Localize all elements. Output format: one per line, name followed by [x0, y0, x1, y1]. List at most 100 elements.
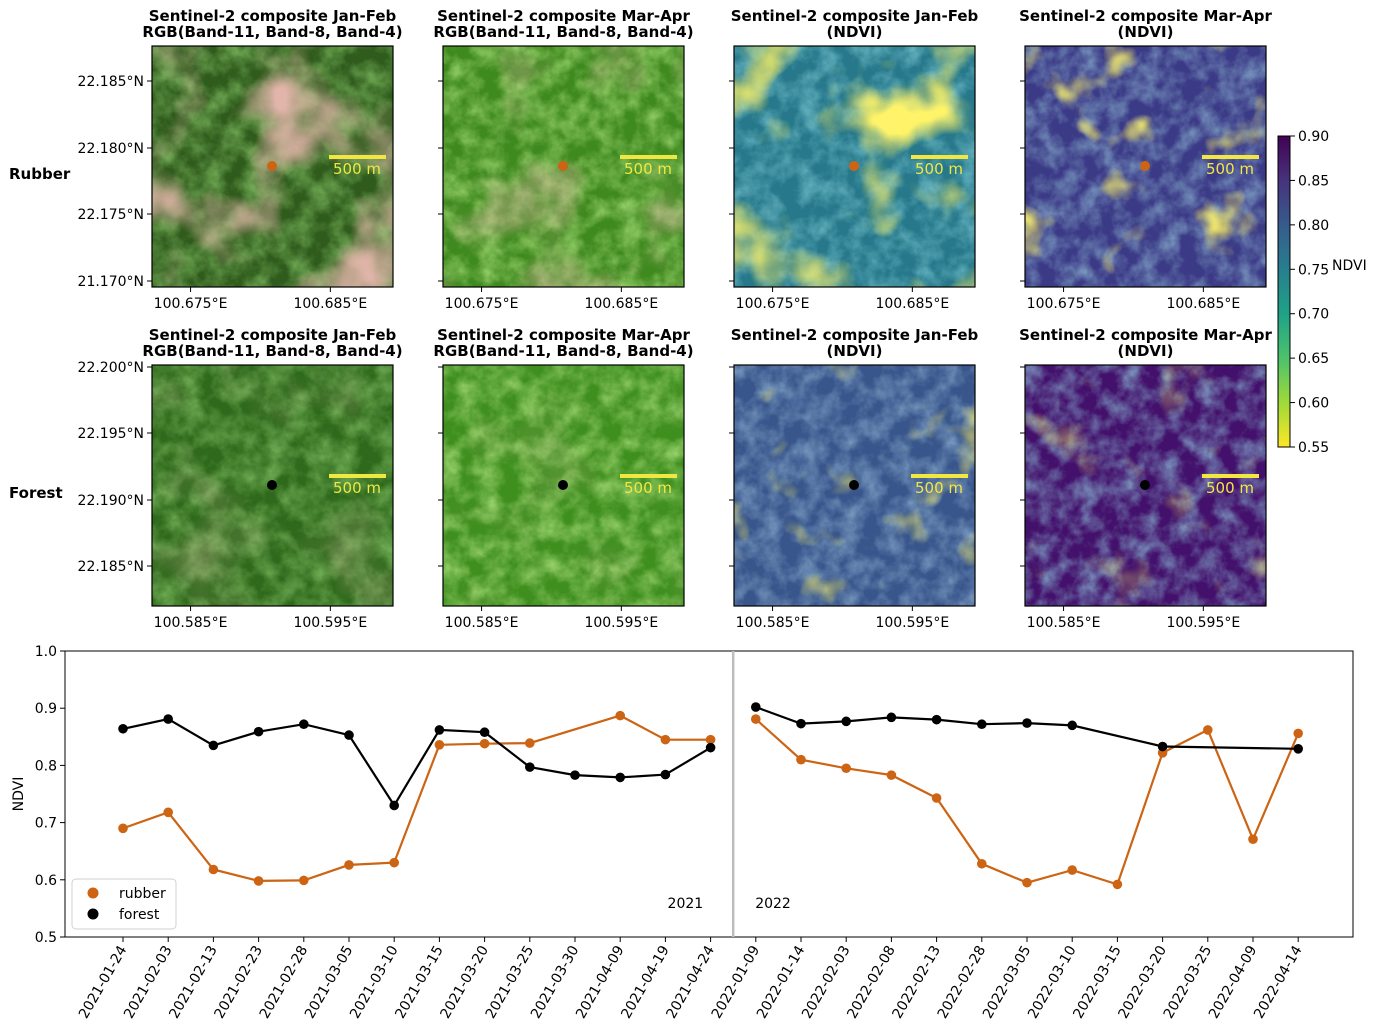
data-point-forest [931, 714, 942, 725]
data-point-rubber [931, 793, 942, 803]
data-point-rubber [118, 823, 128, 834]
location-marker [267, 161, 277, 171]
panel-title-line2: RGB(Band-11, Band-8, Band-4) [433, 23, 693, 41]
colorbar-bar [1277, 135, 1291, 448]
panel-title-line1: Sentinel-2 composite Jan-Feb [731, 7, 979, 25]
x-tick-label: 100.685°E [875, 296, 949, 312]
map-frame [151, 45, 394, 288]
map-frame [442, 45, 685, 288]
series-line-rubber [755, 718, 1300, 886]
data-point-rubber [208, 864, 219, 875]
location-marker [1140, 161, 1150, 171]
data-point-rubber [389, 857, 400, 868]
location-marker [558, 480, 568, 490]
colorbar-label: NDVI [1332, 258, 1367, 274]
scale-bar-label: 500 m [333, 479, 381, 497]
data-point-forest [1067, 720, 1077, 731]
x-tick-label: 100.585°E [445, 615, 519, 631]
y-tick-label: 0.9 [35, 701, 57, 717]
data-point-rubber [977, 858, 987, 869]
series-line-forest [122, 717, 712, 808]
legend: rubber forest [71, 878, 177, 930]
y-tick-label: 22.195°N [78, 426, 144, 442]
location-marker [1140, 480, 1150, 490]
data-point-rubber [1112, 879, 1123, 890]
data-point-rubber [434, 740, 445, 750]
x-tick-label: 100.685°E [584, 296, 658, 312]
year-label: 2021 [668, 896, 704, 912]
scale-bar-label: 500 m [915, 479, 963, 497]
data-point-forest [479, 727, 490, 738]
x-tick-label: 100.595°E [1166, 615, 1240, 631]
data-point-rubber [163, 807, 173, 818]
panel-title-line1: Sentinel-2 composite Jan-Feb [731, 326, 979, 344]
scale-bar-label: 500 m [624, 160, 672, 178]
data-point-forest [163, 714, 173, 724]
map-panel: Sentinel-2 composite Mar-AprRGB(Band-11,… [433, 7, 693, 312]
colorbar-tick-label: 0.75 [1298, 262, 1329, 278]
data-point-forest [389, 800, 400, 811]
data-point-rubber [479, 738, 490, 749]
data-point-forest [525, 762, 535, 772]
data-point-rubber [253, 876, 264, 886]
y-tick-label: 22.175°N [78, 207, 144, 223]
scale-bar-label: 500 m [1206, 160, 1254, 178]
data-point-rubber [615, 710, 625, 721]
row-label: Rubber [9, 165, 71, 183]
y-tick-label: 22.185°N [78, 74, 144, 90]
year-label: 2022 [755, 896, 791, 912]
x-tick-label: 100.685°E [1166, 296, 1240, 312]
y-tick-label: 0.8 [35, 758, 57, 774]
scale-bar-label: 500 m [915, 160, 963, 178]
data-point-forest [886, 712, 897, 723]
map-frame [733, 364, 976, 607]
x-tick-label: 100.675°E [445, 296, 519, 312]
scale-bar-label: 500 m [333, 160, 381, 178]
y-tick-label: 1.0 [35, 644, 57, 660]
x-tick-label: 100.685°E [293, 296, 367, 312]
data-point-forest [660, 769, 671, 780]
map-panel: Sentinel-2 composite Mar-Apr(NDVI) 500 m 1… [1019, 326, 1272, 631]
data-point-forest [434, 725, 445, 735]
location-marker [558, 161, 568, 171]
chart-frame [64, 650, 1354, 938]
data-point-rubber [299, 875, 309, 886]
panel-title-line2: RGB(Band-11, Band-8, Band-4) [142, 342, 402, 360]
y-tick-label: 22.185°N [78, 559, 144, 575]
legend-marker-rubber [87, 887, 99, 899]
colorbar-tick-label: 0.60 [1298, 396, 1329, 412]
map-panel: Sentinel-2 composite Mar-Apr(NDVI) 500 m 1… [1019, 7, 1272, 312]
map-panel: Sentinel-2 composite Jan-Feb(NDVI) 500 m 1… [729, 326, 979, 631]
x-tick-label: 100.585°E [1027, 615, 1101, 631]
data-point-forest [570, 770, 580, 780]
map-frame [733, 45, 976, 288]
y-tick-label: 0.7 [35, 816, 57, 832]
map-panel: Sentinel-2 composite Jan-Feb(NDVI) 500 m 1… [729, 7, 979, 312]
data-point-rubber [796, 754, 806, 765]
map-panel: Sentinel-2 composite Mar-AprRGB(Band-11,… [433, 326, 693, 631]
x-tick-label: 100.675°E [736, 296, 810, 312]
data-point-forest [796, 718, 806, 729]
y-tick-label: 21.170°N [78, 274, 144, 290]
data-point-rubber [705, 734, 716, 745]
ndvi-time-series: 2021 20220.50.60.70.80.91.0NDVI2021-01-24… [11, 644, 1354, 1021]
panel-title-line1: Sentinel-2 composite Mar-Apr [437, 326, 690, 344]
data-point-forest [1022, 718, 1032, 728]
panel-title-line2: (NDVI) [827, 342, 883, 360]
panel-title-line2: (NDVI) [1118, 23, 1174, 41]
x-tick-label: 100.595°E [293, 615, 367, 631]
data-point-forest [977, 719, 987, 730]
location-marker [267, 480, 277, 490]
panel-title-line1: Sentinel-2 composite Jan-Feb [149, 7, 397, 25]
data-point-rubber [344, 860, 354, 870]
data-point-forest [705, 742, 716, 753]
series-line-forest [755, 706, 1299, 750]
data-point-forest [299, 719, 309, 730]
location-marker [849, 480, 859, 490]
x-tick-label: 100.585°E [154, 615, 228, 631]
panel-title-line2: RGB(Band-11, Band-8, Band-4) [433, 342, 693, 360]
legend-label-rubber: rubber [119, 886, 166, 902]
location-marker [849, 161, 859, 171]
data-point-rubber [1203, 725, 1213, 735]
data-point-forest [253, 726, 264, 737]
